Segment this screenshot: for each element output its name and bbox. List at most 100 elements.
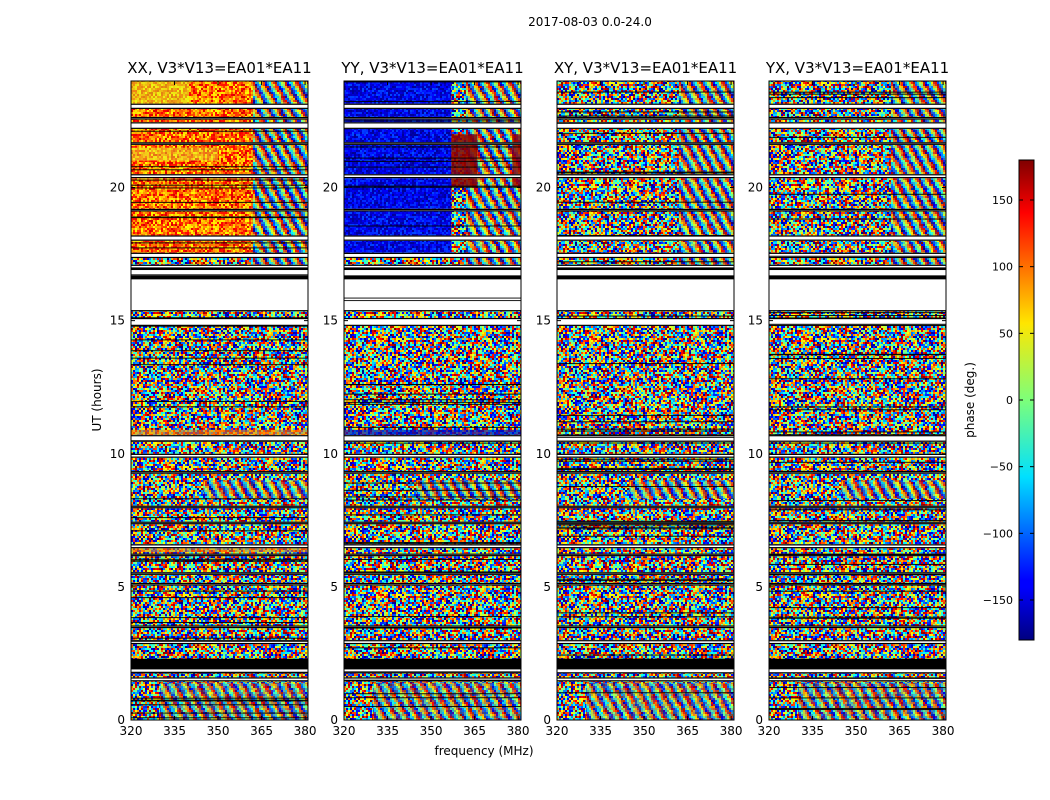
flagged-band: [131, 625, 308, 629]
y-tick-label: 5: [755, 580, 763, 594]
y-tick-label: 5: [330, 580, 338, 594]
flagged-band: [557, 544, 734, 549]
y-tick-label: 20: [536, 181, 551, 195]
panel-title: YY, V3*V13=EA01*EA11: [340, 59, 523, 77]
x-axis-label: frequency (MHz): [434, 744, 533, 758]
flagged-band: [769, 625, 946, 629]
panel-frame: [556, 80, 735, 721]
flagged-band: [769, 252, 946, 259]
x-tick-label: 320: [333, 724, 356, 738]
y-tick-label: 15: [748, 314, 763, 328]
flagged-band: [344, 103, 521, 109]
flagged-band: [344, 582, 521, 586]
flagged-band: [131, 544, 308, 549]
flagged-band: [131, 174, 308, 179]
x-tick-label: 320: [120, 724, 143, 738]
flagged-band: [131, 122, 308, 129]
x-tick-label: 350: [845, 724, 868, 738]
panel-image: [769, 81, 946, 720]
colorbar-tick-label: −100: [983, 527, 1013, 540]
flagged-band: [131, 317, 308, 326]
flagged-band: [769, 544, 946, 549]
panels: XX, V3*V13=EA01*EA11 320 335 350 365 380 0 5 10 1…: [110, 59, 955, 738]
flagged-band: [557, 435, 734, 442]
x-tick-label: 380: [932, 724, 955, 738]
y-tick-label: 0: [330, 713, 338, 727]
flagged-band: [344, 625, 521, 629]
flagged-band: [131, 453, 308, 458]
flagged-band: [769, 317, 946, 326]
flagged-band: [557, 122, 734, 129]
flagged-band: [557, 521, 734, 525]
x-tick-label: 335: [801, 724, 824, 738]
colorbar-tick-label: 50: [999, 327, 1013, 340]
x-tick-label: 350: [420, 724, 443, 738]
x-tick-label: 320: [546, 724, 569, 738]
flagged-band: [557, 208, 734, 212]
flagged-band: [557, 252, 734, 259]
flagged-band: [769, 505, 946, 509]
flagged-band: [344, 142, 521, 145]
flagged-band: [769, 264, 946, 312]
flagged-band: [769, 142, 946, 145]
x-tick-label: 380: [507, 724, 530, 738]
flagged-band: [344, 116, 521, 120]
flagged-band: [769, 471, 946, 474]
panel-image: [344, 81, 521, 720]
flagged-band: [557, 235, 734, 241]
figure-title: 2017-08-03 0.0-24.0: [528, 15, 652, 29]
x-tick-label: 365: [676, 724, 699, 738]
flagged-band: [344, 435, 521, 442]
flagged-band: [344, 677, 521, 682]
flagged-band: [557, 677, 734, 682]
flagged-band: [131, 471, 308, 474]
flagged-band: [557, 116, 734, 120]
x-tick-label: 350: [207, 724, 230, 738]
panel-frame: [768, 80, 947, 721]
flagged-band: [131, 142, 308, 145]
flagged-band: [557, 453, 734, 458]
flagged-band: [344, 453, 521, 458]
flagged-band: [131, 435, 308, 442]
flagged-band: [344, 122, 521, 129]
panel-frame: [130, 80, 309, 721]
x-tick-label: 335: [376, 724, 399, 738]
panel-image: [131, 81, 308, 720]
x-tick-label: 365: [250, 724, 273, 738]
flagged-band: [557, 471, 734, 474]
colorbar-tick-label: 0: [1006, 394, 1013, 407]
x-tick-label: 335: [589, 724, 612, 738]
colorbar-tick-label: 150: [992, 194, 1013, 207]
colorbar-tick-label: −150: [983, 594, 1013, 607]
flagged-band: [557, 103, 734, 109]
flagged-band: [344, 471, 521, 474]
flagged-band: [769, 677, 946, 682]
flagged-band: [557, 142, 734, 145]
x-tick-label: 380: [294, 724, 317, 738]
flagged-band: [131, 521, 308, 525]
panel-yx: YX, V3*V13=EA01*EA11 320 335 350 365 380 0 5 10 1…: [748, 59, 955, 738]
y-tick-label: 10: [323, 447, 338, 461]
panel-image: [557, 81, 734, 720]
flagged-band: [131, 235, 308, 241]
flagged-band: [131, 264, 308, 312]
y-tick-label: 20: [110, 181, 125, 195]
flagged-band: [344, 235, 521, 241]
colorbar-tick-label: 100: [992, 261, 1013, 274]
flagged-band: [769, 435, 946, 442]
flagged-band: [769, 453, 946, 458]
y-tick-label: 15: [536, 314, 551, 328]
flagged-band: [131, 677, 308, 682]
flagged-band: [344, 521, 521, 525]
flagged-band: [344, 572, 521, 575]
y-axis-label: UT (hours): [90, 368, 104, 431]
flagged-band: [557, 505, 734, 509]
flagged-band: [131, 582, 308, 586]
flagged-band: [131, 505, 308, 509]
flagged-band: [769, 235, 946, 241]
flagged-band: [344, 505, 521, 509]
flagged-band: [344, 174, 521, 179]
flagged-band: [557, 174, 734, 179]
flagged-band: [557, 625, 734, 629]
